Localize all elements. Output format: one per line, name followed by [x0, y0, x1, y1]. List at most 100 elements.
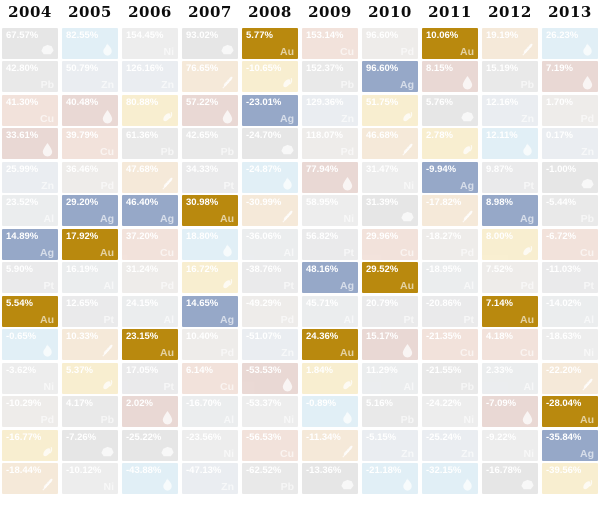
return-cell-2012-copper[interactable]: 4.18% Cu	[482, 329, 538, 360]
return-cell-2008-coal[interactable]: -24.70%	[242, 128, 298, 159]
return-cell-2009-gold[interactable]: 24.36% Au	[302, 329, 358, 360]
return-cell-2013-corn[interactable]: -39.56%	[542, 463, 598, 494]
return-cell-2009-lead[interactable]: 152.37% Pb	[302, 61, 358, 92]
return-cell-2013-nickel[interactable]: -18.63% Ni	[542, 329, 598, 360]
return-cell-2010-zinc[interactable]: -5.15% Zn	[362, 429, 418, 461]
return-cell-2013-aluminum[interactable]: -14.02% Al	[542, 295, 598, 327]
return-cell-2010-natgas[interactable]: -21.18%	[362, 463, 418, 494]
return-cell-2012-zinc[interactable]: 12.16% Zn	[482, 94, 538, 126]
return-cell-2012-gold[interactable]: 7.14% Au	[482, 295, 538, 327]
return-cell-2006-coal[interactable]: -25.22%	[122, 429, 178, 461]
return-cell-2008-oil[interactable]: -53.53%	[242, 362, 298, 394]
return-cell-2008-copper[interactable]: -56.53% Cu	[242, 429, 298, 461]
return-cell-2009-corn[interactable]: 1.84%	[302, 362, 358, 394]
return-cell-2008-aluminum[interactable]: -36.06% Al	[242, 228, 298, 260]
return-cell-2009-oil[interactable]: 77.94%	[302, 161, 358, 193]
return-cell-2005-natgas[interactable]: 82.55%	[62, 27, 118, 59]
return-cell-2007-nickel[interactable]: -23.56% Ni	[182, 429, 238, 461]
return-cell-2004-wheat[interactable]: -18.44%	[2, 463, 58, 494]
return-cell-2012-nickel[interactable]: -9.22% Ni	[482, 429, 538, 461]
return-cell-2006-lead[interactable]: 61.36% Pb	[122, 128, 178, 159]
return-cell-2009-coal[interactable]: -13.36%	[302, 463, 358, 494]
return-cell-2004-gold[interactable]: 5.54% Au	[2, 295, 58, 327]
return-cell-2012-natgas[interactable]: 12.11%	[482, 128, 538, 159]
return-cell-2012-aluminum[interactable]: 2.33% Al	[482, 362, 538, 394]
return-cell-2011-platinum[interactable]: -20.86% Pt	[422, 295, 478, 327]
return-cell-2008-natgas[interactable]: -24.87%	[242, 161, 298, 193]
return-cell-2004-oil[interactable]: 33.61%	[2, 128, 58, 159]
return-cell-2009-palladium[interactable]: 118.07% Pd	[302, 128, 358, 159]
return-cell-2010-silver[interactable]: 96.60% Ag	[362, 61, 418, 92]
return-cell-2008-gold[interactable]: 5.77% Au	[242, 27, 298, 59]
return-cell-2005-gold[interactable]: 17.92% Au	[62, 228, 118, 260]
return-cell-2007-palladium[interactable]: 10.40% Pd	[182, 329, 238, 360]
return-cell-2005-oil[interactable]: 40.48%	[62, 94, 118, 126]
return-cell-2007-corn[interactable]: 16.72%	[182, 262, 238, 293]
return-cell-2004-aluminum[interactable]: 23.52% Al	[2, 195, 58, 226]
return-cell-2007-wheat[interactable]: 76.65%	[182, 61, 238, 92]
return-cell-2013-copper[interactable]: -6.72% Cu	[542, 228, 598, 260]
return-cell-2012-wheat[interactable]: 19.19%	[482, 27, 538, 59]
return-cell-2009-wheat[interactable]: -11.34%	[302, 429, 358, 461]
return-cell-2004-natgas[interactable]: -0.65%	[2, 329, 58, 360]
return-cell-2009-natgas[interactable]: -0.89%	[302, 396, 358, 427]
return-cell-2007-aluminum[interactable]: -16.70% Al	[182, 396, 238, 427]
return-cell-2009-zinc[interactable]: 129.36% Zn	[302, 94, 358, 126]
return-cell-2004-coal[interactable]: 67.57%	[2, 27, 58, 59]
return-cell-2011-oil[interactable]: 8.15%	[422, 61, 478, 92]
return-cell-2013-natgas[interactable]: 26.23%	[542, 27, 598, 59]
return-cell-2006-oil[interactable]: 2.02%	[122, 396, 178, 427]
return-cell-2013-gold[interactable]: -28.04% Au	[542, 396, 598, 427]
return-cell-2006-copper[interactable]: 37.20% Cu	[122, 228, 178, 260]
return-cell-2011-lead[interactable]: -21.55% Pb	[422, 362, 478, 394]
return-cell-2010-nickel[interactable]: 31.47% Ni	[362, 161, 418, 193]
return-cell-2010-oil[interactable]: 15.17%	[362, 329, 418, 360]
return-cell-2006-palladium[interactable]: 31.24% Pd	[122, 262, 178, 293]
return-cell-2008-silver[interactable]: -23.01% Ag	[242, 94, 298, 126]
return-cell-2011-zinc[interactable]: -25.24% Zn	[422, 429, 478, 461]
return-cell-2005-corn[interactable]: 5.37%	[62, 362, 118, 394]
return-cell-2008-zinc[interactable]: -51.07% Zn	[242, 329, 298, 360]
return-cell-2010-wheat[interactable]: 46.68%	[362, 128, 418, 159]
return-cell-2004-lead[interactable]: 42.80% Pb	[2, 61, 58, 92]
return-cell-2006-gold[interactable]: 23.15% Au	[122, 329, 178, 360]
return-cell-2010-palladium[interactable]: 96.60% Pd	[362, 27, 418, 59]
return-cell-2005-zinc[interactable]: 50.79% Zn	[62, 61, 118, 92]
return-cell-2006-wheat[interactable]: 47.68%	[122, 161, 178, 193]
return-cell-2007-copper[interactable]: 6.14% Cu	[182, 362, 238, 394]
return-cell-2006-platinum[interactable]: 17.05% Pt	[122, 362, 178, 394]
return-cell-2009-copper[interactable]: 153.14% Cu	[302, 27, 358, 59]
return-cell-2009-nickel[interactable]: 58.95% Ni	[302, 195, 358, 226]
return-cell-2004-copper[interactable]: 41.30% Cu	[2, 94, 58, 126]
return-cell-2005-nickel[interactable]: -10.12% Ni	[62, 463, 118, 494]
return-cell-2011-coal[interactable]: 5.76%	[422, 94, 478, 126]
return-cell-2013-zinc[interactable]: 0.17% Zn	[542, 128, 598, 159]
return-cell-2013-palladium[interactable]: 1.70% Pd	[542, 94, 598, 126]
return-cell-2006-silver[interactable]: 46.40% Ag	[122, 195, 178, 226]
return-cell-2006-nickel[interactable]: 154.45% Ni	[122, 27, 178, 59]
return-cell-2005-lead[interactable]: 4.17% Pb	[62, 396, 118, 427]
return-cell-2010-aluminum[interactable]: 11.29% Al	[362, 362, 418, 394]
return-cell-2012-coal[interactable]: -16.78%	[482, 463, 538, 494]
return-cell-2004-platinum[interactable]: 5.90% Pt	[2, 262, 58, 293]
return-cell-2013-lead[interactable]: -5.44% Pb	[542, 195, 598, 226]
return-cell-2010-coal[interactable]: 31.39%	[362, 195, 418, 226]
return-cell-2010-lead[interactable]: 5.16% Pb	[362, 396, 418, 427]
return-cell-2009-platinum[interactable]: 56.82% Pt	[302, 228, 358, 260]
return-cell-2008-palladium[interactable]: -49.29% Pd	[242, 295, 298, 327]
return-cell-2005-aluminum[interactable]: 16.19% Al	[62, 262, 118, 293]
return-cell-2011-corn[interactable]: 2.78%	[422, 128, 478, 159]
return-cell-2009-silver[interactable]: 48.16% Ag	[302, 262, 358, 293]
return-cell-2004-corn[interactable]: -16.77%	[2, 429, 58, 461]
return-cell-2007-gold[interactable]: 30.98% Au	[182, 195, 238, 226]
return-cell-2008-wheat[interactable]: -30.99%	[242, 195, 298, 226]
return-cell-2011-copper[interactable]: -21.35% Cu	[422, 329, 478, 360]
return-cell-2013-platinum[interactable]: -11.03% Pt	[542, 262, 598, 293]
return-cell-2011-wheat[interactable]: -17.82%	[422, 195, 478, 226]
return-cell-2012-platinum[interactable]: 9.87% Pt	[482, 161, 538, 193]
return-cell-2010-corn[interactable]: 51.75%	[362, 94, 418, 126]
return-cell-2007-oil[interactable]: 57.22%	[182, 94, 238, 126]
return-cell-2007-coal[interactable]: 93.02%	[182, 27, 238, 59]
return-cell-2011-aluminum[interactable]: -18.95% Al	[422, 262, 478, 293]
return-cell-2013-silver[interactable]: -35.84% Ag	[542, 429, 598, 461]
